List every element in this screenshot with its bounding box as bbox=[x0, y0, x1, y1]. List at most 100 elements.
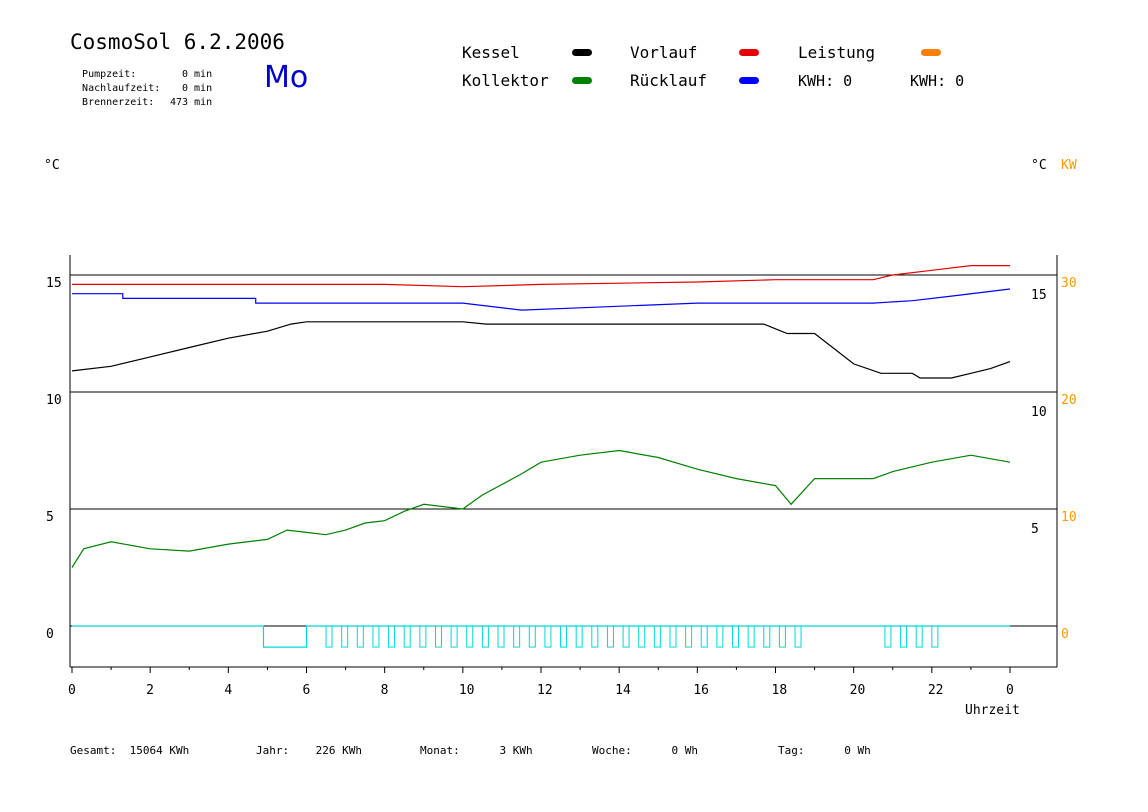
series-line-kessel bbox=[71, 321, 1011, 379]
stat-label: Pumpzeit: bbox=[82, 69, 137, 80]
stat-label: Brennerzeit: bbox=[82, 97, 155, 108]
kwh-burner: KWH: 0 bbox=[910, 72, 965, 90]
pump-pulse bbox=[606, 625, 614, 648]
y-tick-label-right-temp: 10 bbox=[1031, 405, 1047, 420]
pump-pulse bbox=[732, 625, 740, 648]
x-tick-label: 16 bbox=[693, 683, 709, 698]
y-unit-left: °C bbox=[44, 158, 60, 173]
kwh-solar: KWH: 0 bbox=[798, 72, 853, 90]
pump-pulse bbox=[356, 625, 364, 648]
pump-pulse bbox=[450, 625, 458, 648]
pump-pulse bbox=[763, 625, 771, 648]
pump-pulse bbox=[716, 625, 724, 648]
pump-pulse bbox=[778, 625, 786, 648]
pump-pulse bbox=[669, 625, 677, 648]
pump-pulse bbox=[403, 625, 411, 648]
footer-woche: Woche: 0 Wh bbox=[592, 744, 698, 757]
pump-pulse bbox=[372, 625, 380, 648]
footer-value: 3 KWh bbox=[499, 744, 533, 757]
footer-value: 0 Wh bbox=[844, 744, 871, 757]
footer-label: Jahr: bbox=[256, 744, 290, 757]
pump-pulse bbox=[434, 625, 442, 648]
x-tick-label: 12 bbox=[537, 683, 553, 698]
y-tick-label-left: 5 bbox=[46, 510, 54, 525]
legend-swatch-vorlauf bbox=[739, 49, 759, 56]
stat-brennerzeit: Brennerzeit: 473 min bbox=[70, 86, 212, 108]
pump-pulse bbox=[466, 625, 474, 648]
x-tick-label: 0 bbox=[68, 683, 76, 698]
y-tick-label-left: 15 bbox=[46, 276, 62, 291]
footer-value: 15064 KWh bbox=[129, 744, 190, 757]
pump-pulse bbox=[325, 625, 333, 648]
pump-pulse bbox=[900, 625, 908, 648]
legend-label-ruecklauf: Rücklauf bbox=[630, 71, 708, 90]
x-tick-label: 10 bbox=[459, 683, 475, 698]
x-tick-label: 4 bbox=[224, 683, 232, 698]
y-tick-label-right-temp: 5 bbox=[1031, 522, 1039, 537]
legend-label-kollektor: Kollektor bbox=[462, 71, 549, 90]
series-line-vorlauf bbox=[72, 265, 1010, 288]
series-line-rcklauf bbox=[72, 288, 1011, 311]
footer-label: Monat: bbox=[420, 744, 460, 757]
footer-value: 226 KWh bbox=[315, 744, 362, 757]
x-tick-label: 2 bbox=[146, 683, 154, 698]
legend-label-kessel: Kessel bbox=[462, 43, 520, 62]
stat-pumpzeit: Pumpzeit: 0 min bbox=[70, 58, 212, 80]
pump-pulse bbox=[497, 625, 505, 648]
x-tick-label: 0 bbox=[1006, 683, 1014, 698]
y-tick-label-left: 0 bbox=[46, 627, 54, 642]
pump-pulse bbox=[653, 625, 661, 648]
pump-pulse bbox=[419, 625, 427, 648]
legend-swatch-kollektor bbox=[572, 77, 592, 84]
pump-pulse bbox=[388, 625, 396, 648]
pump-pulse bbox=[915, 625, 923, 648]
x-tick-label: 22 bbox=[928, 683, 944, 698]
pump-pulse bbox=[931, 625, 939, 648]
footer-monat: Monat: 3 KWh bbox=[420, 744, 533, 757]
pump-pulse bbox=[513, 625, 521, 648]
y-tick-label-right-power: 20 bbox=[1061, 393, 1077, 408]
x-tick-label: 18 bbox=[772, 683, 788, 698]
pump-pulse bbox=[481, 625, 489, 648]
footer-gesamt: Gesamt: 15064 KWh bbox=[70, 744, 189, 757]
x-axis-label: Uhrzeit bbox=[965, 703, 1020, 718]
legend-swatch-kessel bbox=[572, 49, 592, 56]
pump-pulse bbox=[638, 625, 646, 648]
y-tick-label-right-power: 10 bbox=[1061, 510, 1077, 525]
stat-value: 0 min bbox=[182, 83, 213, 94]
y-tick-label-right-power: 30 bbox=[1061, 276, 1077, 291]
x-tick-label: 6 bbox=[303, 683, 311, 698]
pump-pulse bbox=[341, 625, 349, 648]
pump-pulse bbox=[575, 625, 583, 648]
legend-swatch-ruecklauf bbox=[739, 77, 759, 84]
footer-tag: Tag: 0 Wh bbox=[778, 744, 871, 757]
pump-pulse bbox=[591, 625, 599, 648]
pump-pulse bbox=[700, 625, 708, 648]
pump-pulse bbox=[747, 625, 755, 648]
x-tick-label: 8 bbox=[381, 683, 389, 698]
pump-pulse bbox=[685, 625, 693, 648]
pump-pulse bbox=[794, 625, 802, 648]
pump-pulse bbox=[884, 625, 892, 648]
series-line-kollektor bbox=[71, 449, 1011, 568]
legend-label-leistung: Leistung bbox=[798, 43, 876, 62]
stat-value: 0 min bbox=[182, 69, 213, 80]
y-tick-label-right-power: 0 bbox=[1061, 627, 1069, 642]
footer-label: Tag: bbox=[778, 744, 805, 757]
x-tick-label: 14 bbox=[615, 683, 631, 698]
stat-nachlaufzeit: Nachlaufzeit: 0 min bbox=[70, 72, 212, 94]
footer-jahr: Jahr: 226 KWh bbox=[256, 744, 362, 757]
pump-pulse bbox=[622, 625, 630, 648]
stat-value: 473 min bbox=[170, 97, 213, 108]
legend-label-vorlauf: Vorlauf bbox=[630, 43, 698, 62]
footer-label: Gesamt: bbox=[70, 744, 117, 757]
footer-value: 0 Wh bbox=[671, 744, 699, 757]
page-title: CosmoSol 6.2.2006 bbox=[70, 30, 285, 54]
weekday-label: Mo bbox=[264, 60, 309, 95]
pump-pulse bbox=[560, 625, 568, 648]
y-tick-label-right-temp: 15 bbox=[1031, 288, 1047, 303]
legend-swatch-leistung bbox=[921, 49, 941, 56]
y-unit-right-temp: °C bbox=[1031, 158, 1047, 173]
pump-pulse bbox=[544, 625, 552, 648]
